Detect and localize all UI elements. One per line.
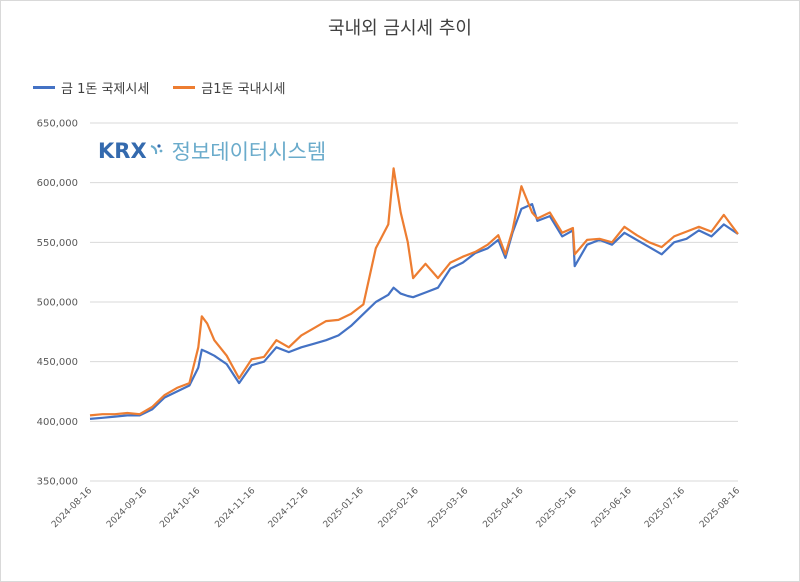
y-tick-label: 650,000	[37, 119, 78, 130]
gridlines	[90, 122, 738, 482]
legend-item-domestic: 금1돈 국내시세	[173, 78, 285, 97]
x-tick-label: 2025-03-16	[426, 486, 470, 530]
x-tick-label: 2025-02-16	[377, 486, 421, 530]
y-tick-label: 550,000	[37, 238, 78, 249]
krx-logo: KRX	[98, 139, 147, 163]
legend-item-intl: 금 1돈 국제시세	[33, 78, 149, 97]
legend-swatch-intl	[33, 86, 55, 89]
series-lines	[89, 167, 739, 420]
legend-label-intl: 금 1돈 국제시세	[61, 82, 150, 97]
y-tick-label: 500,000	[37, 298, 78, 309]
x-tick-label: 2024-08-16	[50, 486, 94, 530]
watermark-text: 정보데이터시스템	[171, 140, 327, 164]
x-axis-ticks: 2024-08-16 2024-09-16 2024-10-16 2024-11-16…	[50, 486, 742, 530]
x-tick-label: 2024-09-16	[105, 486, 149, 530]
x-tick-label: 2025-05-16	[535, 486, 579, 530]
series-line-domestic	[89, 167, 739, 417]
series-line-intl	[89, 203, 739, 420]
x-tick-label: 2024-10-16	[158, 486, 202, 530]
y-tick-label: 350,000	[37, 477, 78, 488]
x-tick-label: 2025-01-16	[322, 486, 366, 530]
legend-label-domestic: 금1돈 국내시세	[201, 82, 286, 97]
legend: 금 1돈 국제시세 금1돈 국내시세	[33, 78, 309, 97]
chart-title: 국내외 금시세 추이	[328, 18, 472, 39]
y-tick-label: 400,000	[37, 417, 78, 428]
x-tick-label: 2025-04-16	[481, 486, 525, 530]
x-tick-label: 2025-07-16	[643, 486, 687, 530]
x-tick-label: 2024-11-16	[213, 486, 257, 530]
y-tick-label: 450,000	[37, 357, 78, 368]
x-tick-label: 2024-12-16	[267, 486, 311, 530]
krx-logo-mark-icon	[150, 144, 163, 155]
y-tick-label: 600,000	[37, 178, 78, 189]
y-axis-ticks: 350,000 400,000 450,000 500,000 550,000 600,0…	[37, 119, 78, 488]
x-tick-label: 2025-08-16	[698, 486, 742, 530]
x-tick-label: 2025-06-16	[590, 486, 634, 530]
krx-watermark: KRX 정보데이터시스템	[98, 136, 326, 166]
legend-swatch-domestic	[173, 86, 196, 89]
